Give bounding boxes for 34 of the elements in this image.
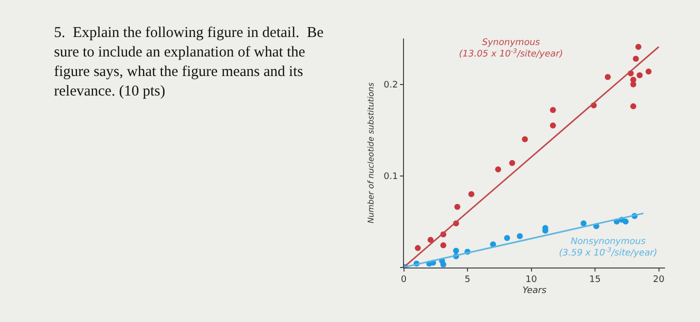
text: 5. Explain the following figure in detail. Be sure to include an explanation of what the figure says, what the figure means and its relevance. (10 pts) <box>54 25 324 100</box>
point <box>453 248 460 254</box>
x-axis-title: Years <box>522 286 547 296</box>
point <box>468 191 474 198</box>
y-tick-label: 0.1 <box>384 172 398 182</box>
point <box>504 235 510 241</box>
y-tick-label: 0.2 <box>384 80 398 91</box>
point <box>509 160 516 166</box>
point <box>646 68 652 75</box>
point <box>495 166 502 172</box>
point <box>635 44 642 50</box>
point <box>604 74 611 80</box>
x-tick-label: 0 <box>400 275 407 286</box>
x-tick-label: 10 <box>526 275 538 286</box>
point <box>580 220 587 226</box>
y-axis-title: Number of nucleotide substitutions <box>366 82 376 224</box>
point <box>550 106 556 113</box>
point <box>522 136 528 142</box>
point <box>440 242 446 248</box>
point <box>630 103 636 110</box>
series-label: Nonsynonymous (3.59 x 10$^{-3}$/site/year) <box>559 237 658 259</box>
x-tick-label: 5 <box>464 275 470 286</box>
point <box>440 262 446 268</box>
point <box>454 204 460 210</box>
point <box>622 218 629 225</box>
point <box>636 72 643 78</box>
point <box>550 122 556 129</box>
point <box>516 233 523 240</box>
x-tick-label: 15 <box>589 275 601 286</box>
text: Synonymous (13.05 x 10$^{-3}$/site/year) <box>459 38 563 60</box>
point <box>414 245 421 252</box>
x-tick-label: 20 <box>653 275 665 286</box>
point <box>632 56 639 62</box>
point <box>428 236 434 243</box>
